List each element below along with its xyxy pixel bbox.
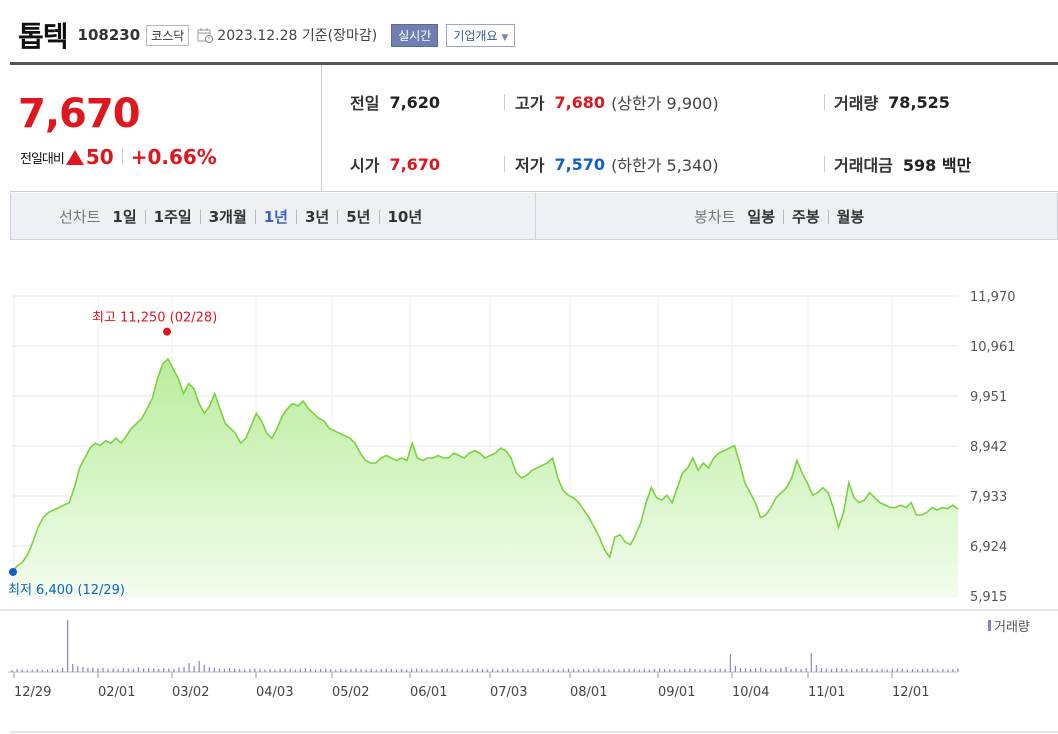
candle-chart-periods: 봉차트 일봉 주봉 월봉 bbox=[694, 206, 864, 227]
price-area bbox=[12, 358, 958, 596]
line-period-6[interactable]: 10년 bbox=[387, 208, 423, 226]
x-tick-label: 12/01 bbox=[892, 685, 929, 700]
x-tick-label: 09/01 bbox=[658, 685, 695, 700]
divider bbox=[535, 193, 536, 239]
divider bbox=[504, 94, 505, 110]
x-tick-label: 12/29 bbox=[14, 685, 51, 700]
line-chart-periods: 선차트 1일 1주일 3개월 1년 3년 5년 10년 bbox=[59, 206, 422, 227]
volume-legend-swatch bbox=[988, 620, 991, 631]
x-tick-label: 03/02 bbox=[172, 685, 209, 700]
divider bbox=[824, 94, 825, 110]
y-tick-label: 5,915 bbox=[970, 590, 1007, 605]
current-price: 7,670 bbox=[18, 91, 141, 137]
line-period-0[interactable]: 1일 bbox=[112, 208, 137, 226]
low-value: 7,570 bbox=[554, 154, 606, 174]
divider bbox=[199, 209, 201, 224]
divider bbox=[783, 209, 785, 224]
x-tick-label: 07/03 bbox=[490, 685, 527, 700]
realtime-button[interactable]: 실시간 bbox=[391, 23, 439, 47]
lower-limit: (하한가 5,340) bbox=[611, 156, 719, 175]
calendar-icon bbox=[197, 28, 214, 43]
line-period-3[interactable]: 1년 bbox=[263, 208, 288, 226]
x-tick-label: 11/01 bbox=[808, 685, 845, 700]
candle-chart-label: 봉차트 bbox=[694, 208, 736, 226]
trade-value: 거래대금 598 백만 bbox=[834, 152, 971, 176]
volume: 거래량 78,525 bbox=[834, 90, 950, 114]
chart-period-bar: 선차트 1일 1주일 3개월 1년 3년 5년 10년 봉차트 일봉 주봉 월봉 bbox=[10, 193, 1058, 240]
high-label: 고가 bbox=[515, 94, 545, 113]
divider bbox=[296, 209, 297, 224]
line-period-1[interactable]: 1주일 bbox=[153, 208, 192, 226]
y-tick-label: 9,951 bbox=[970, 390, 1007, 405]
price-chart: 11,970 10,961 9,951 8,942 7,933 6,924 5,915 12/… bbox=[0, 240, 1058, 734]
divider bbox=[827, 209, 829, 224]
x-tick-label: 04/03 bbox=[256, 685, 293, 700]
min-marker bbox=[9, 567, 17, 576]
divider bbox=[378, 209, 380, 224]
low-label: 저가 bbox=[515, 156, 545, 175]
divider bbox=[337, 209, 339, 224]
y-tick-label: 6,924 bbox=[970, 540, 1007, 555]
x-tick-label: 10/04 bbox=[732, 685, 769, 700]
price-summary: 7,670 전일대비 50 +0.66% bbox=[10, 65, 322, 192]
x-tick-label: 06/01 bbox=[410, 685, 447, 700]
stock-name: 톱텍 bbox=[18, 20, 69, 53]
price-change: 전일대비 50 +0.66% bbox=[20, 145, 217, 169]
x-tick-label: 08/01 bbox=[570, 685, 607, 700]
line-period-5[interactable]: 5년 bbox=[346, 208, 371, 226]
y-tick-label: 10,961 bbox=[970, 340, 1016, 355]
low-price: 저가 7,570 (하한가 5,340) bbox=[515, 152, 719, 176]
base-date: 2023.12.28 기준(장마감) bbox=[217, 28, 378, 44]
company-overview-label: 기업개요 bbox=[453, 28, 498, 43]
caret-down-icon: ▼ bbox=[501, 32, 509, 43]
change-percent: +0.66% bbox=[130, 145, 217, 169]
line-chart-label: 선차트 bbox=[59, 208, 101, 226]
open-price: 시가 7,670 bbox=[350, 152, 440, 176]
change-amount: 50 bbox=[85, 145, 114, 169]
y-tick-label: 8,942 bbox=[970, 440, 1007, 455]
divider bbox=[504, 156, 505, 172]
stock-code: 108230 bbox=[77, 26, 141, 44]
prev-close-label: 전일 bbox=[350, 94, 380, 113]
trade-value-value: 598 백만 bbox=[902, 156, 972, 175]
divider bbox=[121, 149, 123, 165]
change-label: 전일대비 bbox=[20, 151, 65, 167]
candle-period-2[interactable]: 월봉 bbox=[836, 208, 865, 226]
max-label: 최고 11,250 (02/28) bbox=[92, 311, 217, 326]
quote-panel: 7,670 전일대비 50 +0.66% 전일 7,620 고가 7,680 (… bbox=[10, 62, 1058, 192]
open-label: 시가 bbox=[350, 156, 380, 175]
divider bbox=[144, 209, 146, 224]
volume-legend-label: 거래량 bbox=[994, 620, 1030, 635]
line-period-2[interactable]: 3개월 bbox=[208, 208, 247, 226]
stock-header: 톱텍 108230 코스닥 2023.12.28 기준(장마감) 실시간 기업개… bbox=[18, 18, 516, 53]
divider bbox=[824, 156, 825, 172]
volume-value: 78,525 bbox=[888, 92, 950, 112]
x-tick-label: 05/02 bbox=[332, 685, 369, 700]
high-price: 고가 7,680 (상한가 9,900) bbox=[515, 90, 719, 114]
company-overview-dropdown[interactable]: 기업개요 ▼ bbox=[446, 23, 516, 47]
prev-close-value: 7,620 bbox=[389, 92, 441, 112]
price-line bbox=[11, 357, 959, 573]
open-value: 7,670 bbox=[389, 154, 441, 174]
up-triangle-icon bbox=[65, 149, 84, 165]
market-badge: 코스닥 bbox=[146, 24, 190, 46]
high-value: 7,680 bbox=[554, 92, 606, 112]
divider bbox=[254, 209, 256, 224]
y-tick-label: 7,933 bbox=[970, 490, 1007, 505]
max-marker bbox=[163, 327, 171, 336]
candle-period-0[interactable]: 일봉 bbox=[747, 208, 776, 226]
upper-limit: (상한가 9,900) bbox=[611, 94, 719, 113]
prev-close: 전일 7,620 bbox=[350, 90, 440, 114]
candle-period-1[interactable]: 주봉 bbox=[792, 208, 820, 226]
volume-label: 거래량 bbox=[834, 94, 879, 113]
min-label: 최저 6,400 (12/29) bbox=[8, 583, 125, 598]
line-period-4[interactable]: 3년 bbox=[305, 208, 330, 226]
price-chart-svg: 11,970 10,961 9,951 8,942 7,933 6,924 5,915 12/… bbox=[0, 290, 1058, 733]
y-tick-label: 11,970 bbox=[970, 290, 1016, 305]
x-tick-label: 02/01 bbox=[98, 685, 135, 700]
trade-value-label: 거래대금 bbox=[834, 156, 893, 175]
